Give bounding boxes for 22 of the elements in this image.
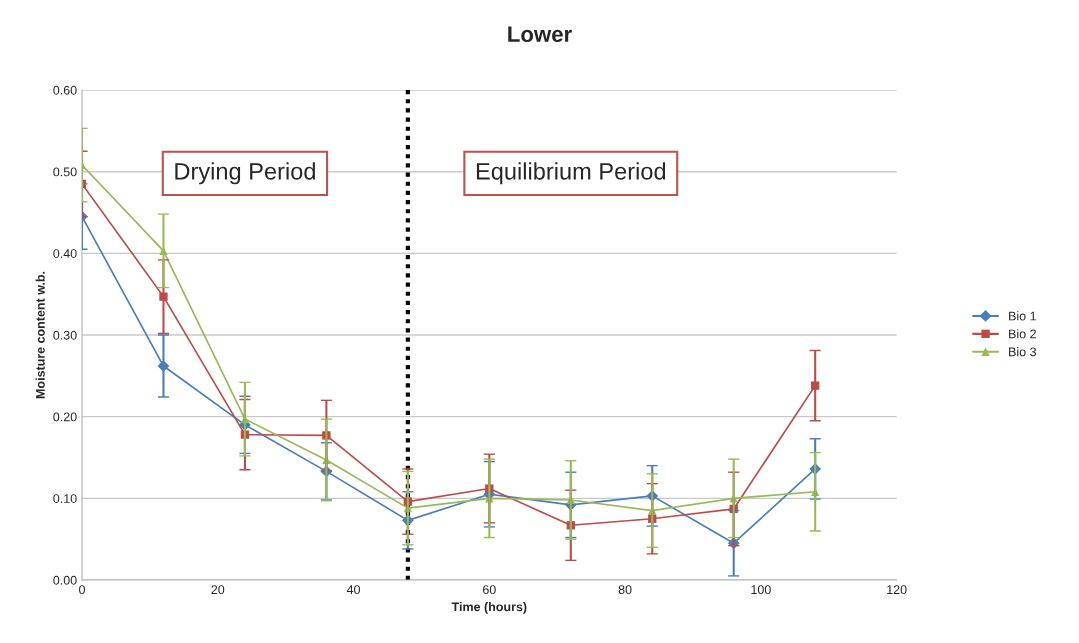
chart-title: Lower — [508, 26, 572, 43]
x-tick-label: 80 — [618, 585, 632, 595]
legend-label: Bio 3 — [1009, 347, 1037, 357]
legend-label: Bio 1 — [1009, 311, 1036, 321]
x-tick-label: 0 — [79, 585, 85, 595]
annotation: Equilibrium Period — [476, 162, 666, 185]
y-tick-label: 0.10 — [53, 494, 77, 503]
legend-label: Bio 2 — [1009, 329, 1036, 339]
x-tick-label: 20 — [211, 585, 225, 595]
y-tick-label: 0.30 — [53, 330, 77, 340]
y-axis-title: Moisture content w.b. — [35, 271, 45, 399]
annotation: Drying Period — [175, 162, 315, 185]
x-tick-label: 100 — [751, 585, 771, 595]
x-tick-label: 60 — [483, 585, 496, 595]
y-tick-label: 0.60 — [53, 85, 77, 95]
y-tick-label: 0.20 — [53, 412, 77, 422]
y-tick-label: 0.50 — [53, 167, 77, 177]
x-tick-label: 40 — [346, 585, 361, 595]
y-tick-label: 0.00 — [53, 575, 77, 585]
y-tick-label: 0.40 — [53, 249, 77, 258]
x-axis-title: Time (hours) — [451, 602, 527, 614]
x-tick-label: 120 — [887, 585, 907, 595]
